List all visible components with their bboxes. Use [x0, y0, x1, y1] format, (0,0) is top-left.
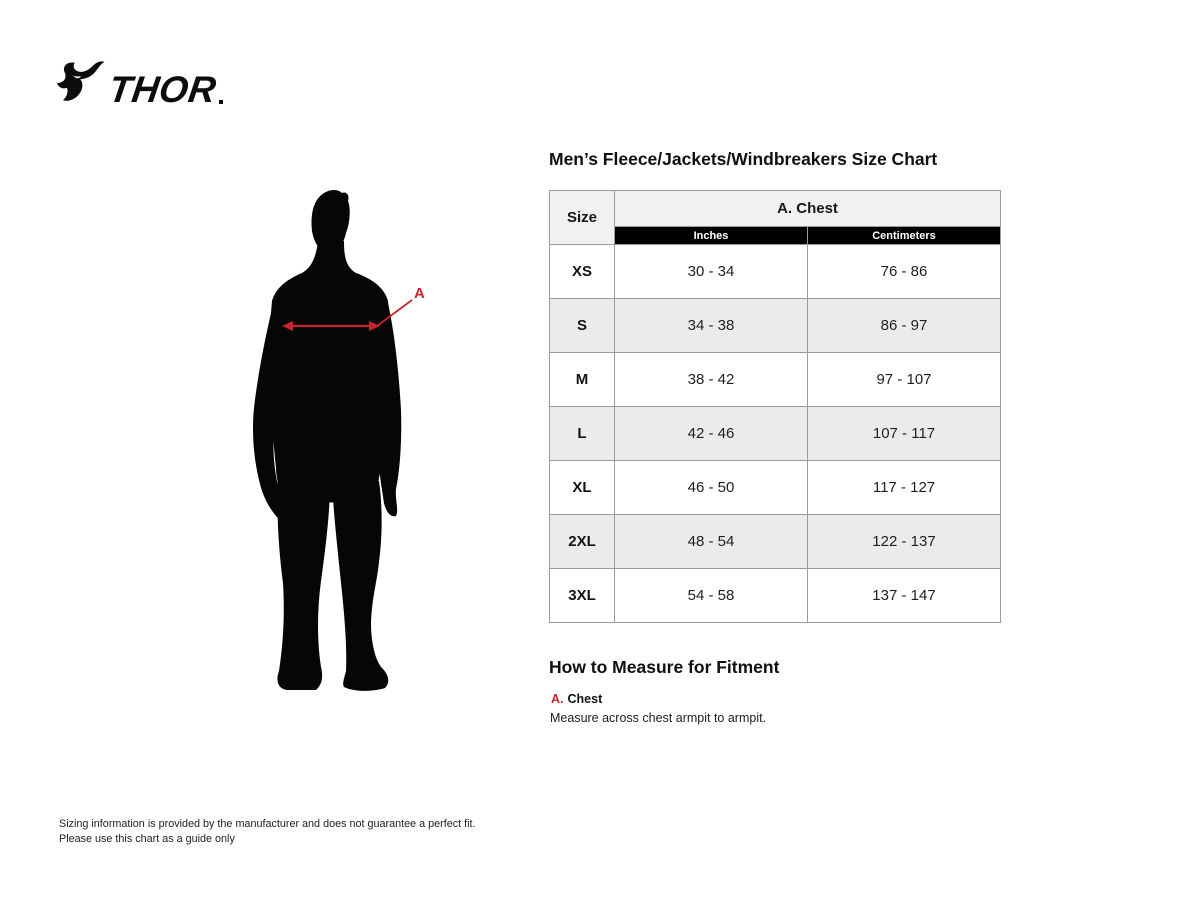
chest-inches: 30 - 34	[614, 244, 808, 299]
size-label: M	[549, 352, 615, 407]
chest-inches: 46 - 50	[614, 460, 808, 515]
size-label: 3XL	[549, 568, 615, 623]
brand-logo: THOR	[56, 58, 223, 110]
body-measurement-diagram: A	[252, 190, 425, 691]
column-header-size: Size	[549, 190, 615, 245]
disclaimer-line-2: Please use this chart as a guide only	[59, 832, 235, 845]
table-row: 2XL 48 - 54 122 - 137	[549, 514, 1001, 569]
measure-point-label: A	[414, 285, 425, 302]
table-row: S 34 - 38 86 - 97	[549, 298, 1001, 353]
table-row: 3XL 54 - 58 137 - 147	[549, 568, 1001, 623]
measure-item-name: Chest	[567, 692, 603, 706]
brand-name: THOR	[106, 68, 219, 110]
size-label: XL	[549, 460, 615, 515]
size-chart-title: Men’s Fleece/Jackets/Windbreakers Size C…	[549, 149, 938, 169]
size-label: XS	[549, 244, 615, 299]
chest-centimeters: 122 - 137	[807, 514, 1001, 569]
thor-bull-icon	[56, 61, 105, 101]
size-label: L	[549, 406, 615, 461]
table-row: XL 46 - 50 117 - 127	[549, 460, 1001, 515]
chest-centimeters: 97 - 107	[807, 352, 1001, 407]
measure-item-label: A. Chest	[551, 692, 602, 706]
size-label: 2XL	[549, 514, 615, 569]
table-row: M 38 - 42 97 - 107	[549, 352, 1001, 407]
chest-centimeters: 86 - 97	[807, 298, 1001, 353]
column-header-chest: A. Chest	[614, 190, 1001, 227]
chest-inches: 42 - 46	[614, 406, 808, 461]
column-header-centimeters: Centimeters	[807, 226, 1001, 245]
chest-inches: 38 - 42	[614, 352, 808, 407]
chest-centimeters: 76 - 86	[807, 244, 1001, 299]
chest-inches: 48 - 54	[614, 514, 808, 569]
chest-inches: 34 - 38	[614, 298, 808, 353]
chest-measurement-arrow: A	[282, 285, 425, 331]
measure-item-key: A.	[551, 692, 564, 706]
trademark-dot	[218, 100, 223, 104]
chest-centimeters: 117 - 127	[807, 460, 1001, 515]
how-to-measure-heading: How to Measure for Fitment	[549, 657, 780, 677]
table-header-row: Size A. Chest	[549, 190, 1001, 245]
disclaimer-line-1: Sizing information is provided by the ma…	[59, 818, 476, 830]
table-row: L 42 - 46 107 - 117	[549, 406, 1001, 461]
table-units-row: Inches Centimeters	[550, 226, 1001, 245]
chest-centimeters: 107 - 117	[807, 406, 1001, 461]
male-silhouette	[252, 190, 402, 691]
chest-centimeters: 137 - 147	[807, 568, 1001, 623]
sizing-disclaimer: Sizing information is provided by the ma…	[59, 817, 476, 846]
column-header-inches: Inches	[614, 226, 808, 245]
size-label: S	[549, 298, 615, 353]
size-chart-table: Size A. Chest Inches Centimeters XS 30 -…	[549, 190, 1001, 623]
measure-item-description: Measure across chest armpit to armpit.	[550, 711, 767, 725]
table-row: XS 30 - 34 76 - 86	[549, 244, 1001, 299]
chest-inches: 54 - 58	[614, 568, 808, 623]
